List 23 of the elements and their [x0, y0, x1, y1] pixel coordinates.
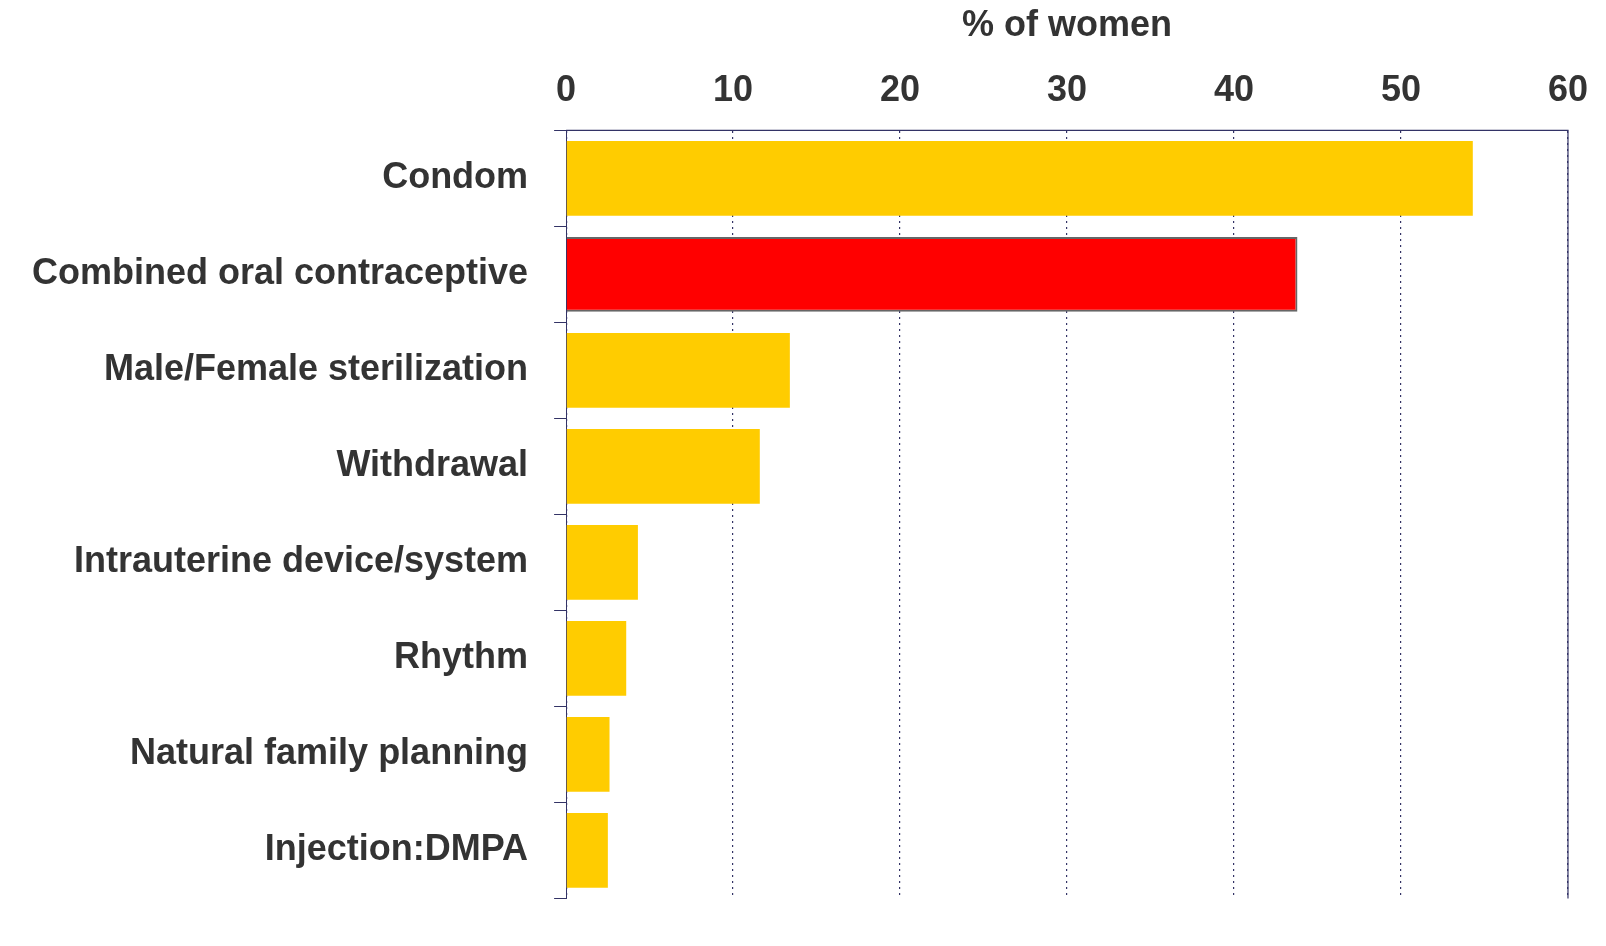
x-tick-label: 60	[1547, 67, 1588, 109]
y-tick-label: Combined oral contraceptive	[32, 251, 529, 293]
y-tick-label: Intrauterine device/system	[73, 539, 529, 581]
y-tick-label: Natural family planning	[130, 731, 529, 773]
y-tick-label: Male/Female sterilization	[103, 347, 529, 389]
y-tick-label: Injection:DMPA	[264, 827, 529, 869]
bar	[566, 428, 760, 504]
x-tick-label: 10	[713, 67, 754, 109]
bar	[566, 332, 790, 408]
x-tick-label: 0	[556, 67, 577, 109]
bar	[566, 140, 1473, 216]
y-tick-label: Condom	[382, 155, 529, 197]
bar	[566, 812, 608, 888]
x-tick-label: 50	[1380, 67, 1422, 109]
y-tick-label: Withdrawal	[336, 443, 529, 485]
x-tick-label: 30	[1047, 67, 1088, 109]
x-tick-label: 40	[1214, 67, 1255, 109]
bar	[566, 620, 627, 696]
x-axis-title: % of women	[962, 2, 1173, 44]
bar	[566, 716, 610, 792]
y-tick-label: Rhythm	[394, 635, 529, 677]
x-tick-label: 20	[880, 67, 921, 109]
bar	[566, 524, 638, 600]
